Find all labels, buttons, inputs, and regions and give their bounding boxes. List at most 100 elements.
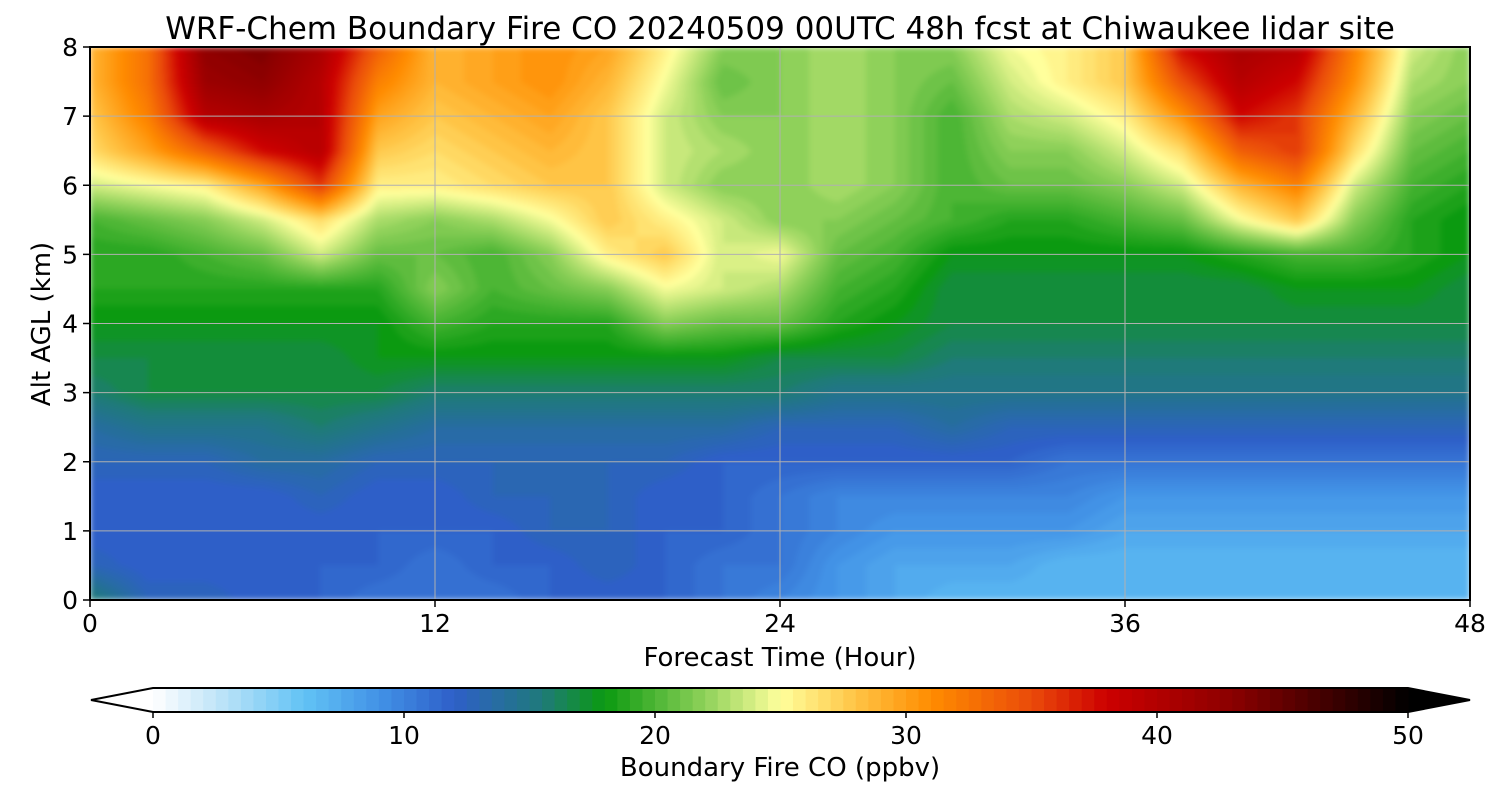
colorbar-tick-label: 0 [145, 721, 161, 750]
colorbar-swatch [855, 688, 869, 712]
colorbar-swatch [253, 688, 267, 712]
colorbar-tick-label: 30 [890, 721, 922, 750]
colorbar-swatch [567, 688, 581, 712]
colorbar-swatch [805, 688, 819, 712]
y-axis: 0 1 2 3 4 5 6 7 8 [62, 33, 90, 615]
colorbar-tick-label: 50 [1392, 721, 1424, 750]
colorbar-swatch [1056, 688, 1070, 712]
colorbar-swatch [604, 688, 618, 712]
colorbar-swatch [178, 688, 192, 712]
colorbar-swatch [767, 688, 782, 712]
colorbar-swatch [1018, 688, 1033, 712]
x-tick-label: 36 [1109, 609, 1141, 638]
colorbar-swatch [303, 688, 317, 712]
colorbar-swatch [818, 688, 832, 712]
colorbar-swatch [1069, 688, 1083, 712]
colorbar-swatch [429, 688, 443, 712]
colorbar-swatch [554, 688, 568, 712]
grid-lines [90, 47, 1470, 600]
y-tick-label: 1 [62, 517, 78, 546]
colorbar-swatch [1257, 688, 1271, 712]
y-tick-label: 5 [62, 240, 78, 269]
colorbar-swatch [868, 688, 882, 712]
colorbar-swatch [918, 688, 932, 712]
colorbar-swatch [190, 688, 204, 712]
colorbar-swatch [391, 688, 405, 712]
colorbar-swatch [1219, 688, 1233, 712]
colorbar-swatch [655, 688, 669, 712]
colorbar-swatch [240, 688, 254, 712]
colorbar-swatch [1081, 688, 1095, 712]
colorbar-swatch [341, 688, 355, 712]
colorbar-swatch [968, 688, 982, 712]
colorbar-swatch [705, 688, 719, 712]
colorbar-swatch [1345, 688, 1359, 712]
colorbar-swatch [153, 688, 167, 712]
colorbar-swatch [1119, 688, 1133, 712]
colorbar-swatch [366, 688, 380, 712]
y-tick-label: 8 [62, 33, 78, 62]
colorbar-swatch [404, 688, 418, 712]
colorbar-swatch [1357, 688, 1371, 712]
colorbar-swatch [943, 688, 957, 712]
colorbar-tick-label: 40 [1141, 721, 1173, 750]
colorbar-swatch [1044, 688, 1058, 712]
colorbar-swatch [931, 688, 945, 712]
chart-title: WRF-Chem Boundary Fire CO 20240509 00UTC… [165, 11, 1395, 47]
colorbar-swatch [353, 688, 367, 712]
colorbar-swatch [1232, 688, 1246, 712]
colorbar-swatch [642, 688, 656, 712]
colorbar-swatch [1320, 688, 1334, 712]
colorbar-swatch [516, 688, 531, 712]
colorbar-swatch [893, 688, 907, 712]
colorbar-swatch [793, 688, 807, 712]
colorbar-swatch [1295, 688, 1309, 712]
colorbar-extend-max [1408, 688, 1470, 712]
colorbar-swatch [416, 688, 430, 712]
colorbar-swatch [1006, 688, 1020, 712]
colorbar-swatch [730, 688, 744, 712]
colorbar-swatch [278, 688, 292, 712]
colorbar-swatch [1169, 688, 1183, 712]
colorbar-swatch [529, 688, 543, 712]
colorbar-swatch [1131, 688, 1146, 712]
colorbar-swatch [880, 688, 895, 712]
y-axis-label: Alt AGL (km) [27, 242, 57, 406]
colorbar-swatch [1244, 688, 1258, 712]
colorbar-swatch [1269, 688, 1284, 712]
x-axis: 0 12 24 36 48 [82, 600, 1486, 638]
colorbar-swatch [441, 688, 455, 712]
colorbar-swatch [1144, 688, 1158, 712]
colorbar-swatch [265, 688, 280, 712]
colorbar-swatch [956, 688, 970, 712]
colorbar-swatch [717, 688, 731, 712]
colorbar-swatch [680, 688, 694, 712]
colorbar-swatch [291, 688, 305, 712]
x-tick-label: 0 [82, 609, 98, 638]
colorbar-swatch [830, 688, 844, 712]
x-tick-label: 24 [764, 609, 796, 638]
colorbar-swatch [780, 688, 794, 712]
colorbar-extend-min [91, 688, 153, 712]
y-tick-label: 6 [62, 171, 78, 200]
x-tick-label: 48 [1454, 609, 1486, 638]
y-tick-label: 4 [62, 310, 78, 339]
colorbar-swatch [755, 688, 769, 712]
colorbar-swatch [993, 688, 1007, 712]
colorbar-swatch [667, 688, 681, 712]
colorbar-swatch [316, 688, 330, 712]
colorbar-swatch [454, 688, 468, 712]
colorbar-swatch [592, 688, 606, 712]
colorbar-swatch [1207, 688, 1221, 712]
colorbar-swatch [479, 688, 493, 712]
y-tick-label: 0 [62, 586, 78, 615]
colorbar-swatch [504, 688, 518, 712]
x-tick-label: 12 [419, 609, 451, 638]
colorbar-swatch [692, 688, 706, 712]
colorbar-swatch [579, 688, 593, 712]
colorbar: 0 10 20 30 40 50 [90, 687, 1471, 750]
colorbar-swatch [328, 688, 342, 712]
x-axis-label: Forecast Time (Hour) [643, 643, 916, 673]
